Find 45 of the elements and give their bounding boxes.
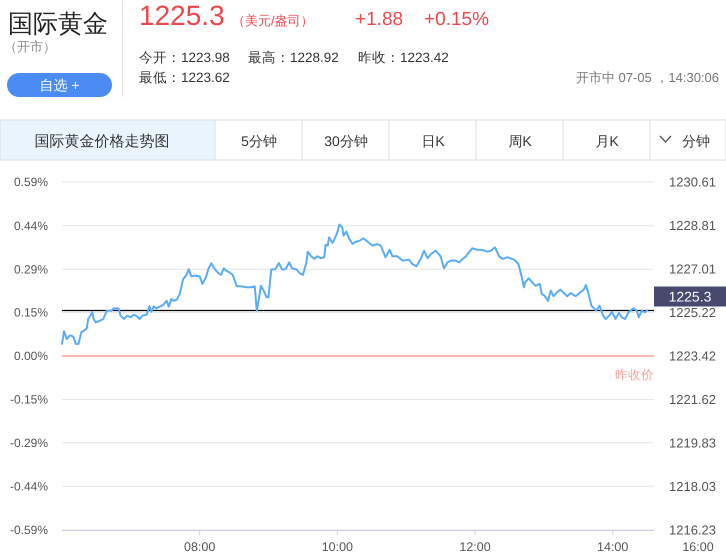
y-tick-label: -0.15% bbox=[10, 392, 48, 407]
tab: 月K bbox=[562, 120, 650, 160]
y-tick-label: 0.15% bbox=[14, 306, 48, 320]
y-tick-label: 0.29% bbox=[14, 262, 48, 276]
y2-tick-label: 1218.03 bbox=[669, 478, 716, 494]
x-tick-label: 10:00 bbox=[322, 540, 354, 554]
y2-tick-label: 1219.83 bbox=[669, 435, 716, 450]
chart-subtitle: （开市） bbox=[4, 39, 56, 54]
tab: 日K bbox=[388, 120, 476, 160]
text: 1225.3 bbox=[139, 0, 225, 31]
y2-tick-label: 1223.42 bbox=[669, 348, 716, 364]
text: （美元/盎司） bbox=[232, 13, 314, 28]
text: 昨收：1223.42 bbox=[358, 50, 449, 65]
line-series bbox=[61, 224, 648, 345]
text: 开市中 07-05 ，14:30:06 bbox=[576, 70, 719, 85]
text: 今开：1223.98 bbox=[139, 50, 230, 65]
y2-tick-label: 1227.01 bbox=[669, 262, 716, 277]
text: 最高：1228.92 bbox=[248, 50, 339, 65]
text: +0.15% bbox=[424, 9, 490, 30]
button: 自选 + bbox=[7, 73, 112, 97]
y-tick-label: -0.59% bbox=[10, 523, 48, 538]
ref-line-label: 昨收价 bbox=[615, 368, 654, 382]
y-tick-label: -0.29% bbox=[10, 436, 48, 450]
x-tick-label: 14:00 bbox=[597, 540, 628, 554]
y-tick-label: -0.44% bbox=[10, 479, 48, 494]
text: 最低：1223.62 bbox=[139, 70, 230, 85]
y2-tick-label: 1225.22 bbox=[669, 304, 716, 320]
ref-line-label: 1225.3 bbox=[668, 288, 712, 305]
tab: 周K bbox=[476, 120, 564, 160]
x-tick-label: 12:00 bbox=[459, 540, 491, 554]
tab: 5分钟 bbox=[214, 120, 302, 160]
tab: 30分钟 bbox=[302, 120, 390, 160]
y-tick-label: 0.00% bbox=[14, 349, 48, 364]
tab: 国际黄金价格走势图 bbox=[0, 120, 216, 160]
y-tick-label: 0.44% bbox=[14, 218, 48, 233]
text: +1.88 bbox=[355, 9, 404, 30]
y2-tick-label: 1221.62 bbox=[669, 392, 716, 408]
y2-tick-label: 1216.23 bbox=[669, 522, 716, 538]
chart-title: 国际黄金 bbox=[8, 10, 108, 38]
y2-tick-label: 1228.81 bbox=[669, 218, 716, 234]
y-tick-label: 0.59% bbox=[14, 175, 48, 190]
text: 16:00 bbox=[682, 540, 714, 554]
y2-tick-label: 1230.61 bbox=[669, 174, 716, 190]
x-tick-label: 08:00 bbox=[184, 540, 216, 554]
tab: 分钟 bbox=[650, 120, 726, 160]
